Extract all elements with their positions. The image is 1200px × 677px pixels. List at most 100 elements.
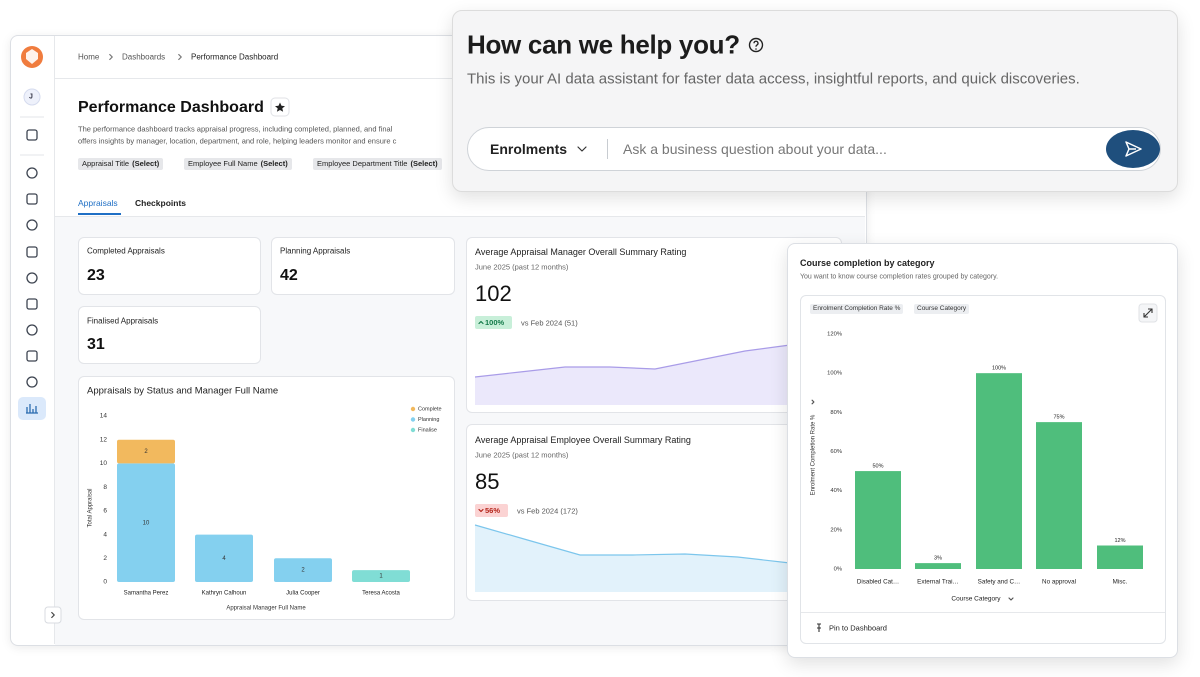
nav-icon[interactable] xyxy=(26,219,38,231)
nav-icon[interactable] xyxy=(26,350,38,362)
kpi-value: 31 xyxy=(87,336,105,353)
value-label: 100% xyxy=(992,366,1006,372)
course-chart-box xyxy=(800,295,1166,644)
x-tick-label: No approval xyxy=(1042,579,1076,586)
filter-label: Employee Full Name xyxy=(188,159,258,168)
bar xyxy=(915,563,961,569)
bar xyxy=(976,373,1022,569)
card xyxy=(78,376,455,620)
card-title: Average Appraisal Manager Overall Summar… xyxy=(475,247,687,257)
chevron-icon xyxy=(178,53,182,61)
kpi-label: Planning Appraisals xyxy=(280,246,351,256)
filter-chip[interactable]: Employee Department Title (Select) xyxy=(313,158,442,170)
help-icon[interactable] xyxy=(748,37,764,53)
legend-swatch xyxy=(410,427,416,433)
breadcrumb-item[interactable]: Home xyxy=(78,52,100,62)
y-tick-label: 80% xyxy=(830,410,842,416)
nav-icon[interactable] xyxy=(26,376,38,388)
chevron-icon xyxy=(1008,597,1014,601)
tab[interactable]: Appraisals xyxy=(78,198,118,208)
y-tick-label: 12 xyxy=(100,436,108,443)
avatar-initial: J xyxy=(29,93,33,101)
header-divider xyxy=(55,78,865,79)
nav-icon[interactable] xyxy=(26,324,38,336)
collapse-button[interactable] xyxy=(44,606,62,624)
y-tick-label: 0 xyxy=(103,579,107,586)
expand-button[interactable] xyxy=(1138,303,1158,323)
bar-segment xyxy=(195,534,253,582)
bar xyxy=(1097,545,1143,569)
card-subtitle: June 2025 (past 12 months) xyxy=(475,262,569,272)
chevron-icon xyxy=(478,508,484,513)
card xyxy=(271,237,455,295)
card xyxy=(466,237,842,413)
change-badge xyxy=(475,504,508,517)
question-input[interactable] xyxy=(467,127,1161,171)
y-tick-label: 20% xyxy=(830,527,842,533)
legend-label: Planning xyxy=(418,417,439,423)
logo-mark xyxy=(26,49,38,64)
x-tick-label: Teresa Acosta xyxy=(362,591,400,597)
favorite-button[interactable] xyxy=(270,97,290,117)
segment-label: 4 xyxy=(222,556,226,562)
x-tick-label: Safety and C… xyxy=(978,579,1021,586)
nav-icon[interactable] xyxy=(26,272,38,284)
change-value: 56% xyxy=(485,506,500,515)
segment-label: 10 xyxy=(143,520,150,526)
y-tick-label: 8 xyxy=(103,484,107,491)
card xyxy=(78,237,261,295)
bar xyxy=(1036,422,1082,569)
kpi-value: 23 xyxy=(87,267,105,284)
send-icon xyxy=(1125,141,1142,157)
breadcrumb-item[interactable]: Dashboards xyxy=(122,52,166,62)
nav-icon[interactable] xyxy=(26,404,38,414)
segment-label: 1 xyxy=(379,574,383,580)
dataset-selector[interactable]: Enrolments xyxy=(490,141,568,157)
breadcrumb-item: Performance Dashboard xyxy=(191,52,279,62)
filter-value: (Select) xyxy=(132,159,160,168)
card-subtitle: June 2025 (past 12 months) xyxy=(475,450,569,460)
kpi-label: Completed Appraisals xyxy=(87,246,165,256)
chevron-icon xyxy=(478,320,484,325)
card xyxy=(466,424,842,601)
sparkline-line xyxy=(474,344,791,378)
filter-label: Appraisal Title xyxy=(82,159,130,168)
send-button[interactable] xyxy=(1106,130,1160,168)
y-tick-label: 10 xyxy=(100,460,108,467)
nav-icon[interactable] xyxy=(26,129,38,141)
kpi-label: Finalised Appraisals xyxy=(87,316,159,326)
x-tick-label: External Trai… xyxy=(917,579,959,586)
avatar xyxy=(23,88,41,106)
pin-button[interactable]: Pin to Dashboard xyxy=(829,623,887,633)
bar xyxy=(855,471,901,569)
value-label: 12% xyxy=(1114,538,1125,544)
tab-underline xyxy=(78,213,121,215)
question-placeholder: Ask a business question about your data.… xyxy=(623,141,887,157)
field-chip: Course Category xyxy=(914,304,970,314)
filter-value: (Select) xyxy=(260,159,288,168)
filter-chip[interactable]: Appraisal Title (Select) xyxy=(78,158,164,170)
sparkline-area xyxy=(475,345,790,405)
y-tick-label: 120% xyxy=(827,332,842,338)
filter-value: (Select) xyxy=(410,159,438,168)
x-axis-label: Course Category xyxy=(951,596,1001,603)
y-tick-label: 40% xyxy=(830,488,842,494)
bar-segment xyxy=(352,570,410,582)
nav-icon[interactable] xyxy=(26,193,38,205)
nav-icon[interactable] xyxy=(26,246,38,258)
help-glyph xyxy=(753,40,759,47)
metric-value: 102 xyxy=(475,281,512,306)
nav-selected xyxy=(18,397,46,420)
content-background xyxy=(55,216,865,645)
nav-icon[interactable] xyxy=(26,167,38,179)
legend-label: Finalise xyxy=(418,427,437,433)
y-axis-label: Total Appraisal xyxy=(88,488,94,527)
filter-chip[interactable]: Employee Full Name (Select) xyxy=(184,158,292,170)
tab[interactable]: Checkpoints xyxy=(135,198,187,208)
nav-icon[interactable] xyxy=(26,298,38,310)
